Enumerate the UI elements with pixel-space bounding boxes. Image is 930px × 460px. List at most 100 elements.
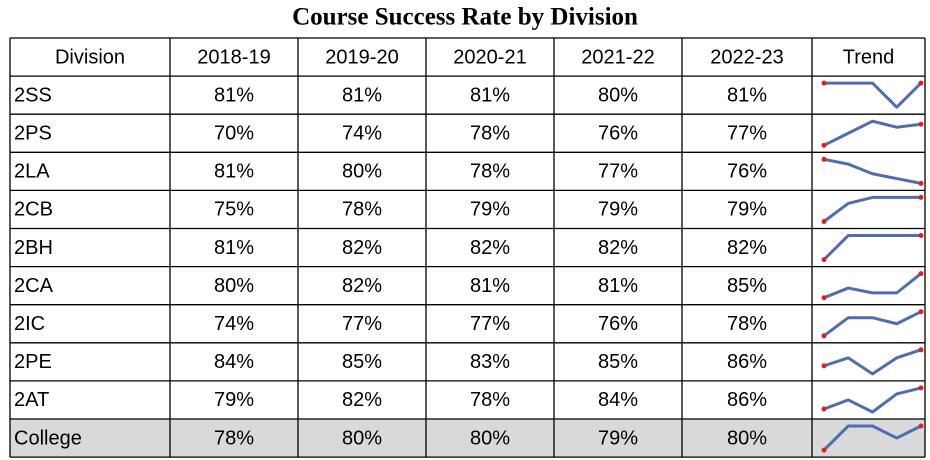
value-cell: 80% [342,427,382,449]
header-cell: 2020-21 [453,46,526,68]
summary-row-bg [10,419,925,458]
sparkline [822,424,922,452]
value-cell: 81% [598,275,638,297]
sparkline [822,234,921,261]
header-cell: 2018-19 [197,46,270,68]
value-cell: 78% [727,313,767,335]
sparkline-marker [918,194,924,200]
sparkline-marker [918,347,924,353]
header-cell: 2022-23 [710,46,783,68]
value-cell: 82% [470,237,510,259]
value-cell: 79% [598,427,638,449]
sparkline [823,195,921,223]
value-cell: 82% [342,389,382,411]
header-cell: 2021-22 [581,46,654,68]
value-cell: 70% [214,123,254,145]
value-cell: 85% [598,351,638,373]
value-cell: 81% [727,84,767,106]
value-cell: 81% [342,84,382,106]
value-cell: 76% [598,123,638,145]
sparkline-marker [821,219,827,224]
division-cell: 2PS [14,123,52,145]
value-cell: 84% [214,351,254,373]
sparkline [823,386,922,414]
value-cell: 81% [214,237,254,259]
sparkline-marker [821,142,827,148]
value-cell: 77% [342,313,382,335]
value-cell: 81% [214,161,254,183]
value-cell: 82% [727,237,767,259]
header-cell: Trend [843,46,895,68]
sparkline-marker [821,363,827,369]
sparkline-marker [821,80,827,86]
division-cell: 2AT [14,389,49,411]
sparkline-marker [918,423,924,429]
value-cell: 78% [214,427,254,449]
value-cell: 82% [342,237,382,259]
sparkline [823,310,922,338]
sparkline [823,348,922,376]
value-cell: 80% [727,427,767,449]
value-cell: 77% [598,161,638,183]
header-cell: 2019-20 [325,46,398,68]
sparkline-marker [821,333,827,339]
value-cell: 80% [342,161,382,183]
value-cell: 85% [342,351,382,373]
value-cell: 74% [342,123,382,145]
sparkline-marker [821,156,827,162]
value-cell: 79% [470,199,510,221]
value-cell: 77% [727,123,767,145]
sparkline-marker [918,233,924,238]
value-cell: 82% [598,237,638,259]
division-cell: 2PE [14,351,52,373]
sparkline-marker [821,406,827,412]
value-cell: 80% [598,84,638,106]
sparkline [824,81,923,109]
header-cell: Division [55,46,125,68]
division-cell: 2CB [14,199,53,221]
value-cell: 78% [342,199,382,221]
sparkline-marker [821,257,827,263]
value-cell: 76% [598,313,638,335]
sparkline-marker [918,309,924,315]
value-cell: 77% [470,313,510,335]
value-cell: 79% [727,199,767,221]
value-cell: 86% [727,389,767,411]
division-cell: 2CA [14,275,54,297]
division-cell: 2SS [14,84,52,106]
value-cell: 80% [470,427,510,449]
value-cell: 84% [598,389,638,411]
value-cell: 78% [470,123,510,145]
value-cell: 75% [214,199,254,221]
sparkline-marker [821,295,827,301]
value-cell: 80% [214,275,254,297]
division-cell: 2LA [14,161,50,183]
value-cell: 79% [214,389,254,411]
value-cell: 82% [342,275,382,297]
sparkline-marker [918,180,924,186]
sparkline-marker [918,80,924,86]
value-cell: 83% [470,351,510,373]
value-cell: 81% [470,84,510,106]
division-cell: 2IC [14,313,45,335]
sparkline [823,272,922,300]
division-cell: College [14,427,82,449]
sparkline [823,119,922,147]
value-cell: 76% [727,161,767,183]
sparkline [823,157,922,185]
value-cell: 85% [727,275,767,297]
sparkline-marker [918,385,924,391]
value-cell: 81% [470,275,510,297]
sparkline-marker [918,271,924,277]
division-cell: 2BH [14,237,53,259]
value-cell: 86% [727,351,767,373]
sparkline-marker [821,447,827,453]
value-cell: 81% [214,84,254,106]
title: Course Success Rate by Division [292,4,638,31]
value-cell: 74% [214,313,254,335]
value-cell: 78% [470,161,510,183]
sparkline-marker [918,121,924,127]
value-cell: 78% [470,389,510,411]
value-cell: 79% [598,199,638,221]
